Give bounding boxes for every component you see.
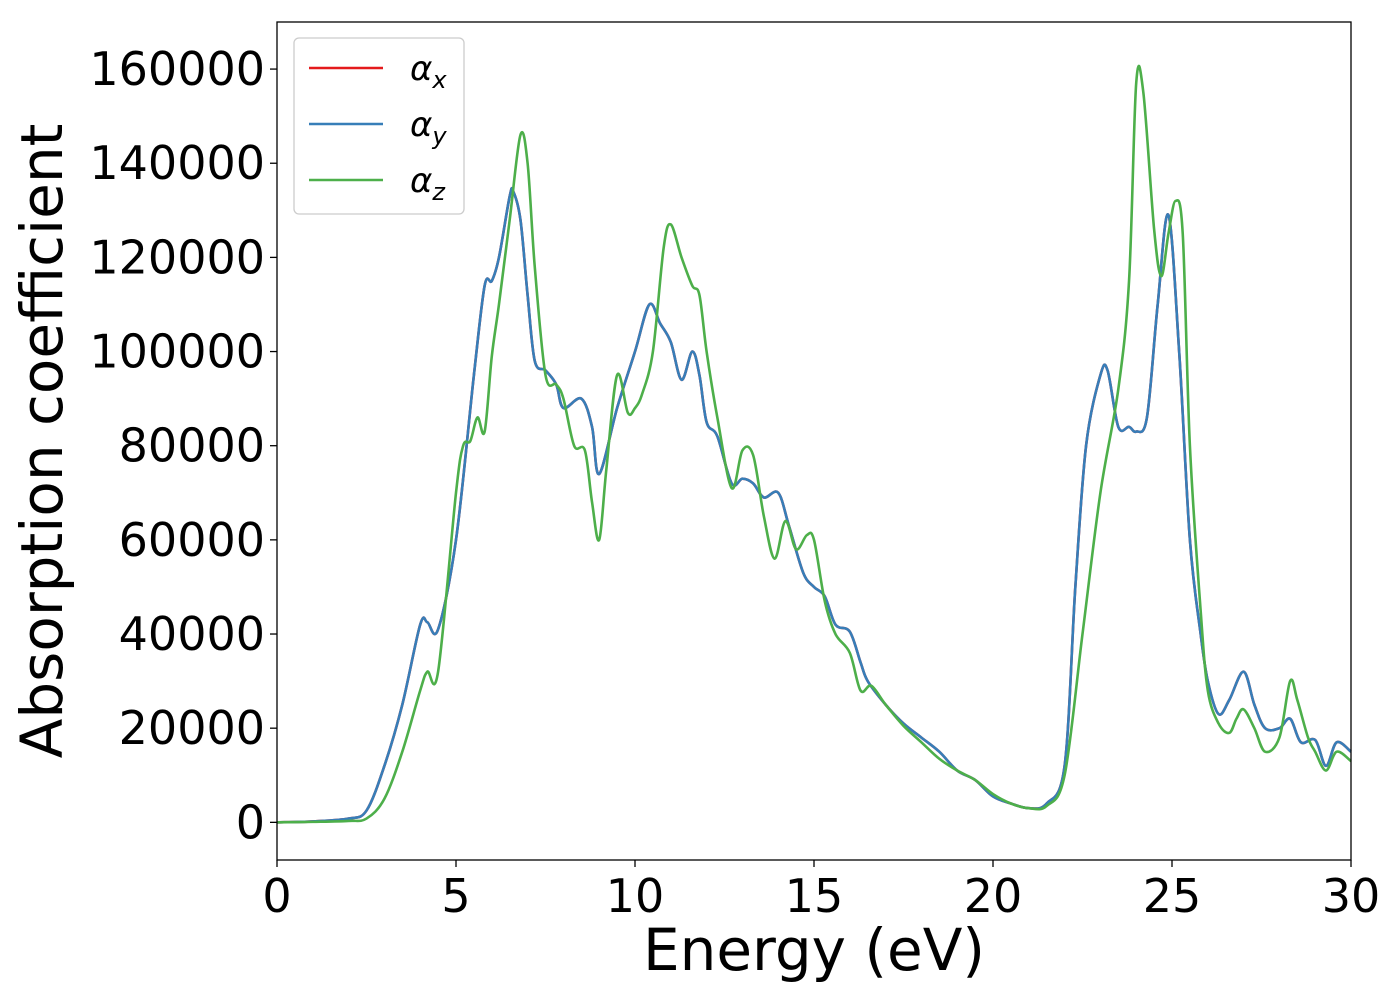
legend-label-x: αx (410, 49, 447, 94)
y-tick-label: 100000 (89, 325, 265, 379)
x-axis: 0 5 10 15 20 25 30 (262, 860, 1380, 923)
legend-label-y: αy (410, 105, 447, 150)
y-axis: 0 20000 40000 60000 80000 100000 120000 140000 1… (89, 42, 277, 849)
legend-label-z: αz (410, 161, 446, 206)
x-tick-label: 0 (262, 869, 291, 923)
series-layer (276, 64, 1352, 824)
y-axis-title: Absorption coefficient (8, 124, 76, 759)
x-tick-label: 20 (964, 869, 1023, 923)
x-tick-label: 25 (1143, 869, 1202, 923)
series-line-z (276, 64, 1352, 824)
x-tick-label: 15 (785, 869, 844, 923)
y-tick-label: 60000 (119, 513, 265, 567)
y-tick-label: 40000 (119, 607, 265, 661)
y-tick-label: 80000 (119, 419, 265, 473)
y-tick-label: 20000 (119, 701, 265, 755)
legend-box (293, 37, 465, 215)
legend-items: αx αy αz (309, 49, 447, 206)
y-tick-label: 140000 (89, 136, 265, 190)
x-tick-label: 10 (606, 869, 665, 923)
x-axis-title: Energy (eV) (643, 916, 985, 984)
y-tick-label: 160000 (89, 42, 265, 96)
x-tick-label: 30 (1322, 869, 1381, 923)
x-tick-label: 5 (441, 869, 470, 923)
y-tick-label: 120000 (89, 230, 265, 284)
legend: αx αy αz (293, 37, 465, 215)
y-tick-label: 0 (236, 795, 265, 849)
